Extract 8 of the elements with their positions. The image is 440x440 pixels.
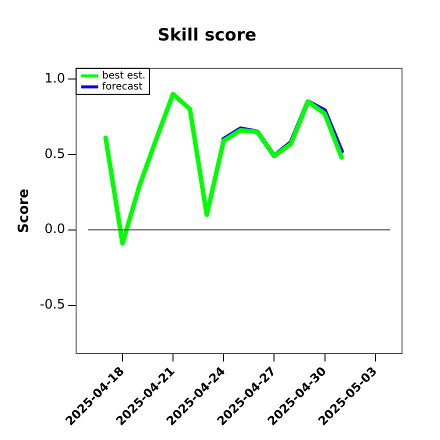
chart-title: Skill score — [158, 26, 256, 46]
legend-label: forecast — [102, 81, 143, 92]
y-axis-title: Score — [16, 188, 32, 234]
y-tick-label: 0.0 — [44, 222, 66, 238]
y-tick-label: -0.5 — [40, 298, 66, 313]
legend-label: best est. — [102, 70, 146, 82]
y-tick-label: 1.0 — [44, 71, 66, 86]
y-tick-label: 0.5 — [44, 146, 66, 162]
